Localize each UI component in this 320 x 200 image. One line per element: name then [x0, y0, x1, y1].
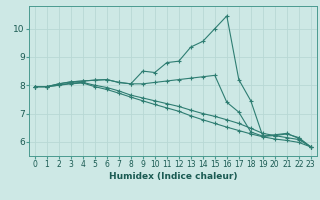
- X-axis label: Humidex (Indice chaleur): Humidex (Indice chaleur): [108, 172, 237, 181]
